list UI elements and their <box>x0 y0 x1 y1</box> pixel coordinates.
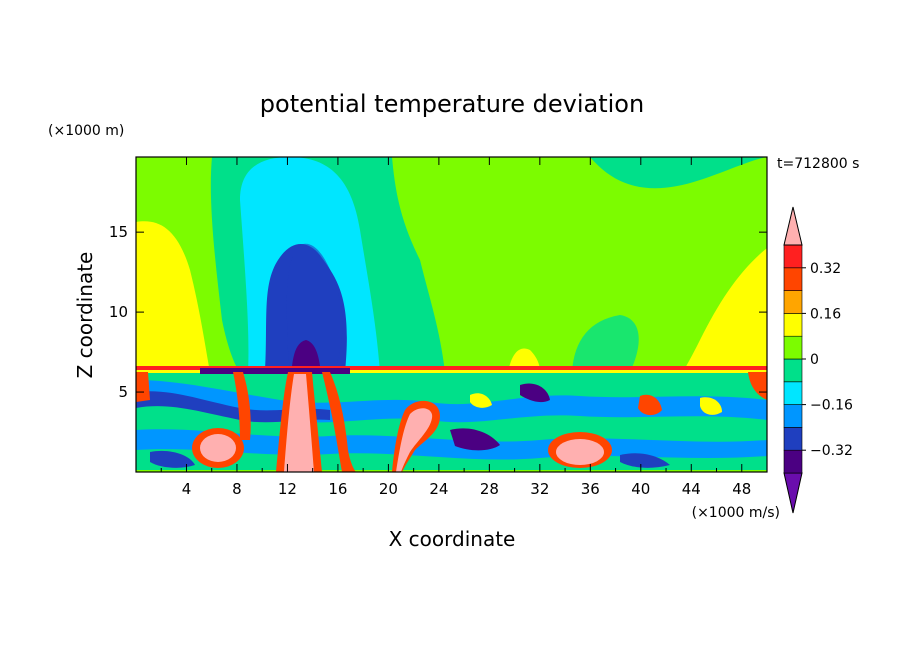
contour-field <box>136 157 767 472</box>
colorbar-bin <box>783 358 803 383</box>
colorbar-bin <box>783 404 803 428</box>
x-axis-label: X coordinate <box>389 527 516 551</box>
x-tick-label: 32 <box>530 480 549 498</box>
y-tick-label: 15 <box>109 223 128 241</box>
colorbar-label: −0.16 <box>810 398 853 414</box>
x-tick-label: 8 <box>232 480 242 498</box>
colorbar-label: 0.16 <box>810 306 841 322</box>
colorbar-bin <box>783 290 803 314</box>
colorbar-bin <box>783 449 803 474</box>
colorbar-max-arrow <box>783 206 803 246</box>
x-tick-label: 24 <box>429 480 448 498</box>
colorbar-min-arrow <box>783 472 803 514</box>
y-ticks: 5 10 15 <box>109 223 767 401</box>
colorbar-bin <box>783 381 803 405</box>
chart-title: potential temperature deviation <box>260 90 644 118</box>
colorbar-bin <box>783 313 803 337</box>
plot-frame <box>135 156 768 473</box>
x-tick-label: 28 <box>480 480 499 498</box>
colorbar-bin <box>783 427 803 451</box>
colorbar-label: −0.32 <box>810 443 853 459</box>
y-tick-label: 10 <box>109 303 128 321</box>
colorbar-label: 0.32 <box>810 261 841 277</box>
x-ticks: 4 8 12 16 20 24 28 32 36 40 44 48 <box>160 157 751 498</box>
y-axis-unit: (×1000 m) <box>48 123 124 139</box>
colorbar: 0.32 0.16 0 −0.16 −0.32 <box>783 206 853 514</box>
x-tick-label: 48 <box>732 480 751 498</box>
y-tick-label: 5 <box>118 383 128 401</box>
colorbar-bin <box>783 335 803 360</box>
colorbar-bin <box>783 267 803 291</box>
x-tick-label: 40 <box>631 480 650 498</box>
colorbar-label: 0 <box>810 352 819 368</box>
y-axis-label: Z coordinate <box>73 252 97 379</box>
x-tick-label: 20 <box>379 480 398 498</box>
x-tick-label: 12 <box>278 480 297 498</box>
x-tick-label: 44 <box>682 480 701 498</box>
x-tick-label: 4 <box>182 480 192 498</box>
x-tick-label: 36 <box>581 480 600 498</box>
colorbar-bin <box>783 244 803 269</box>
time-label: t=712800 s <box>777 156 859 172</box>
x-tick-label: 16 <box>328 480 347 498</box>
x-axis-unit: (×1000 m/s) <box>692 505 780 521</box>
